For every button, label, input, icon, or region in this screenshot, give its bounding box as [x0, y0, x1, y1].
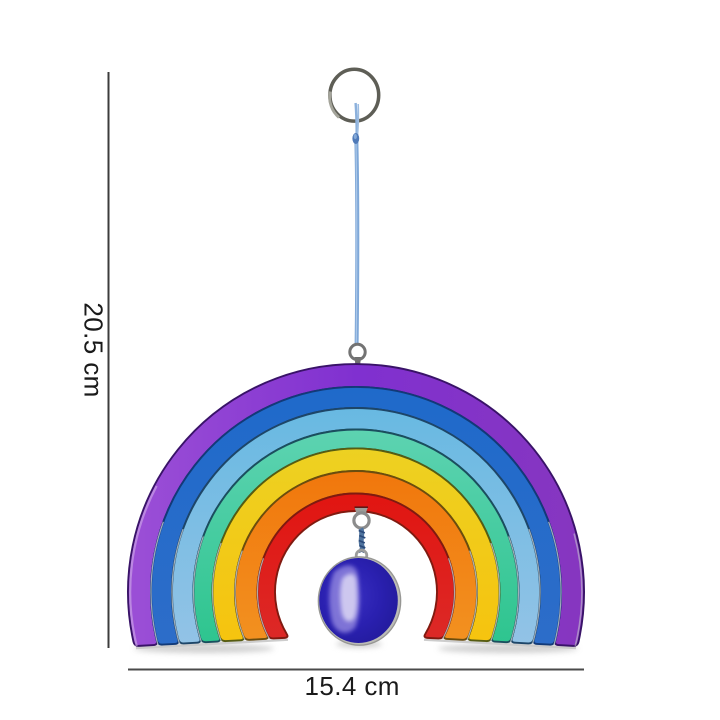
svg-text:15.4 cm: 15.4 cm — [305, 671, 400, 701]
svg-text:20.5 cm: 20.5 cm — [79, 302, 109, 397]
